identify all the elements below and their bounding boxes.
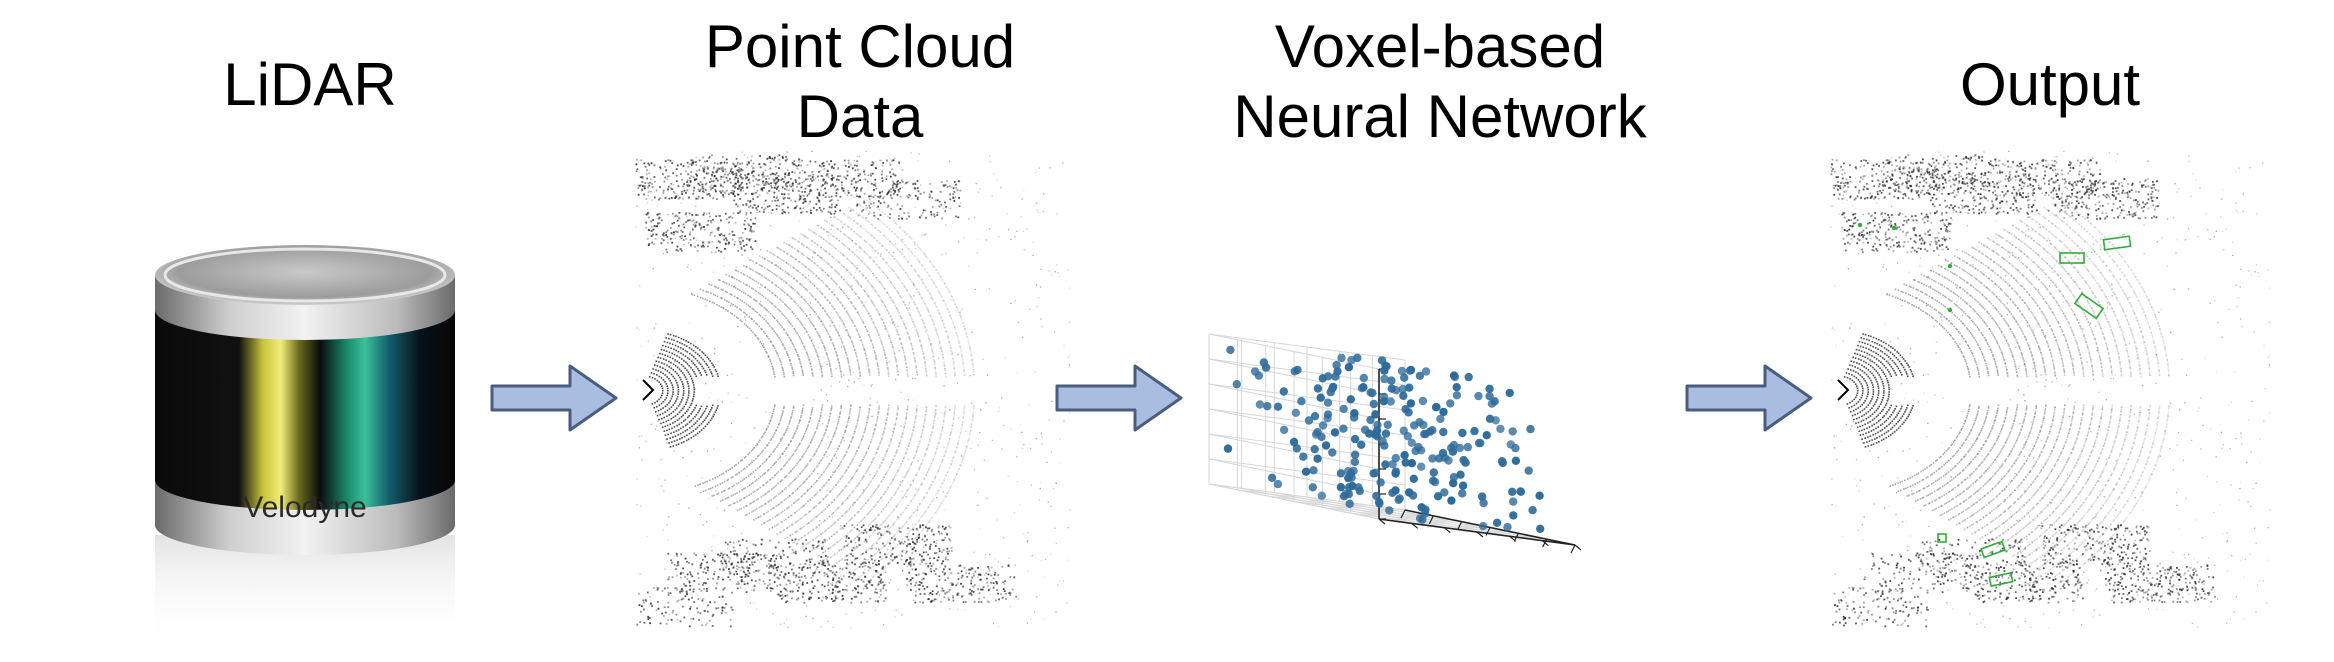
lidar-sensor-image: Velodyne — [140, 235, 470, 655]
point-cloud-birdseye-icon — [635, 150, 1070, 630]
title-voxel-network: Voxel-based Neural Network — [1190, 12, 1690, 152]
title-output: Output — [1900, 50, 2200, 120]
detection-box-1 — [2102, 235, 2132, 251]
point-cloud-points — [1830, 150, 2270, 630]
title-voxel-network-line1: Voxel-based — [1274, 13, 1606, 80]
voxel-points — [1223, 345, 1545, 533]
title-point-cloud-line1: Point Cloud — [704, 13, 1016, 80]
detection-box-5 — [1988, 571, 2014, 588]
point-cloud-points — [635, 150, 1070, 630]
title-point-cloud-line2: Data — [796, 83, 924, 150]
detection-box-2 — [2059, 252, 2085, 264]
detection-box-6 — [1937, 533, 1947, 543]
3d-voxel-scatter-icon — [1208, 333, 1582, 554]
detection-box-3 — [2073, 292, 2105, 320]
detection-boxes — [1857, 222, 2132, 588]
title-output-line1: Output — [1959, 51, 2141, 118]
title-lidar-line1: LiDAR — [223, 51, 397, 118]
voxel-scatter-plot — [1200, 200, 1670, 620]
detection-output-birdseye-icon — [1830, 150, 2270, 630]
velodyne-logo-text: Velodyne — [243, 491, 366, 524]
title-point-cloud: Point Cloud Data — [660, 12, 1060, 152]
title-voxel-network-line2: Neural Network — [1233, 83, 1647, 150]
point-cloud-image — [635, 150, 1070, 630]
flow-arrow-2 — [1055, 362, 1185, 434]
voxel-grid — [1208, 333, 1582, 554]
right-arrow-icon — [490, 364, 618, 432]
title-lidar: LiDAR — [150, 50, 470, 120]
velodyne-lidar-icon: Velodyne — [155, 245, 455, 645]
detection-output-image — [1830, 150, 2270, 630]
flow-arrow-1 — [490, 362, 620, 434]
detection-box-4 — [1980, 540, 2006, 559]
flow-arrow-3 — [1685, 362, 1815, 434]
right-arrow-icon — [1055, 364, 1183, 432]
right-arrow-icon — [1685, 364, 1813, 432]
